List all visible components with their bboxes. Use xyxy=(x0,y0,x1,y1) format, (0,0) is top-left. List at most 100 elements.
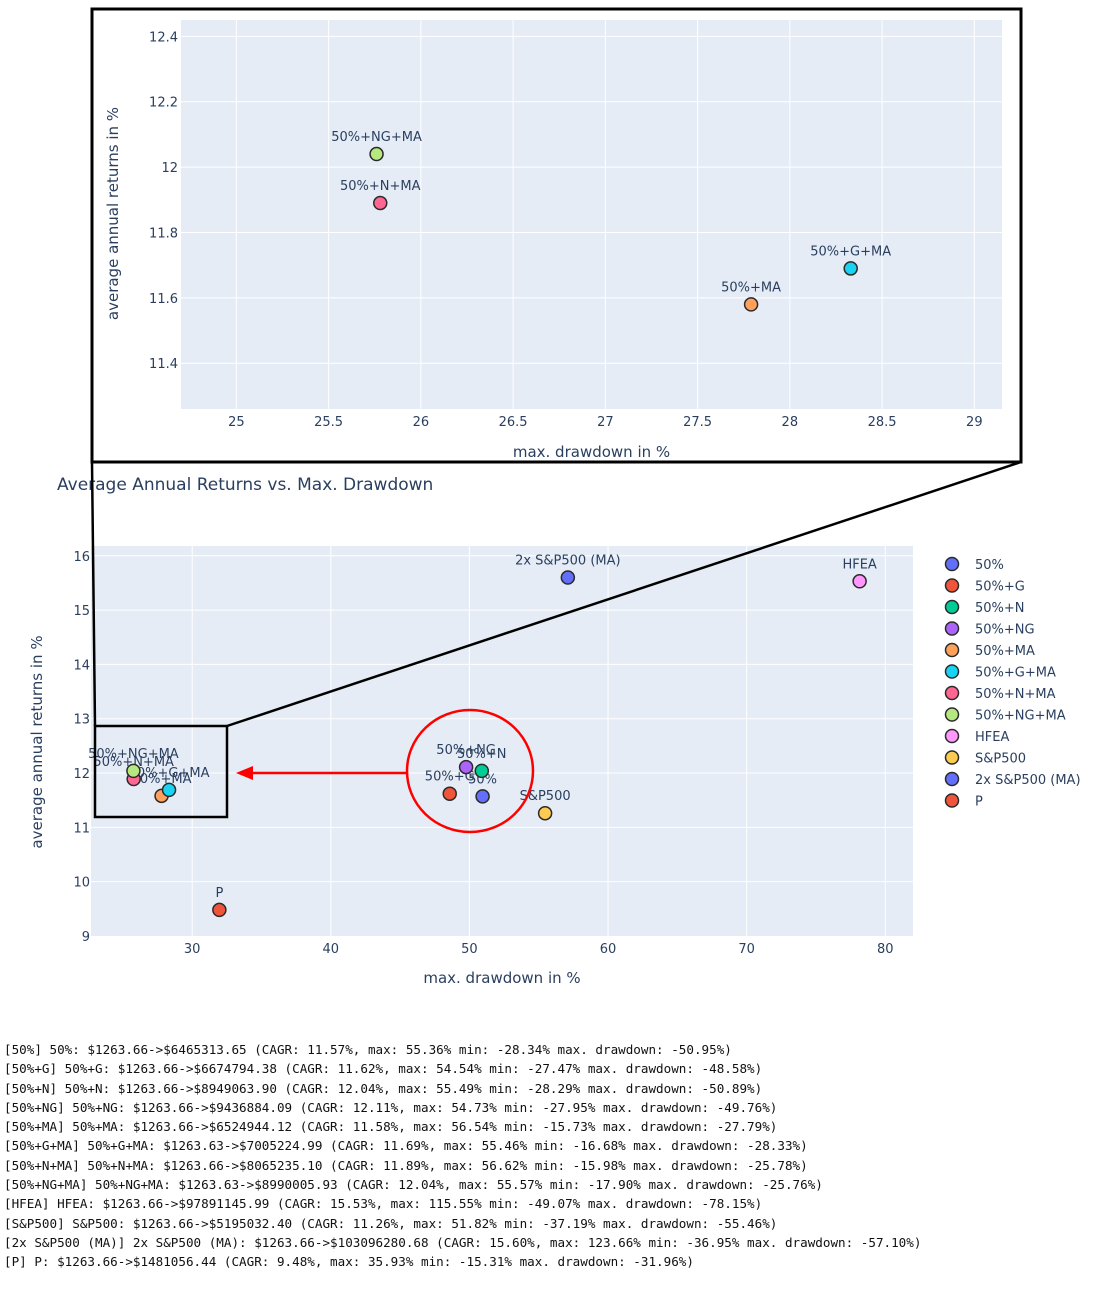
legend-label[interactable]: 50%+N xyxy=(975,601,1025,616)
legend-marker[interactable] xyxy=(944,621,960,636)
legend-marker[interactable] xyxy=(944,728,960,744)
zoom-point xyxy=(743,297,759,312)
legend-marker[interactable] xyxy=(944,793,960,808)
console-line: [S&P500] S&P500: $1263.66->$5195032.40 (… xyxy=(4,1215,778,1231)
zoom-y-tick-label: 11.8 xyxy=(149,226,178,241)
legend-marker[interactable] xyxy=(944,750,960,765)
console-line: [50%+G] 50%+G: $1263.66->$6674794.38 (CA… xyxy=(4,1061,763,1077)
zoom-x-tick-label: 29 xyxy=(966,415,983,430)
zoom-point xyxy=(373,195,388,211)
zoom-region-box xyxy=(93,724,229,819)
main-point-label: 50%+N+MA xyxy=(93,755,174,770)
zoom-x-tick-label: 27.5 xyxy=(683,415,712,430)
chart-canvas: Average Annual Returns vs. Max. Drawdown… xyxy=(28,7,1081,987)
legend-marker[interactable] xyxy=(944,599,960,615)
main-y-tick-label: 13 xyxy=(73,713,90,728)
console-line: [HFEA] HFEA: $1263.66->$97891145.99 (CAG… xyxy=(4,1196,763,1212)
main-point-label: 50% xyxy=(468,772,497,787)
main-chart: 30 40 50 60 70 80 9 10 11 12 13 14 15 16 max. drawdown… xyxy=(28,546,913,987)
zoom-y-tick-label: 12.2 xyxy=(149,96,178,111)
legend-label[interactable]: 50% xyxy=(975,558,1004,573)
legend-label[interactable]: S&P500 xyxy=(975,752,1026,767)
zoom-x-tick-label: 27 xyxy=(597,415,614,430)
console-line: [50%] 50%: $1263.66->$6465313.65 (CAGR: … xyxy=(4,1042,732,1057)
legend-label[interactable]: 50%+NG xyxy=(975,623,1035,638)
legend-label[interactable]: 50%+N+MA xyxy=(975,687,1056,702)
zoom-point xyxy=(843,261,858,276)
console-line: [50%+N+MA] 50%+N+MA: $1263.66->$8065235.… xyxy=(4,1157,808,1173)
console-line: [50%+G+MA] 50%+G+MA: $1263.63->$7005224.… xyxy=(4,1138,808,1154)
legend-marker[interactable] xyxy=(944,664,960,679)
zoom-y-tick-label: 12.4 xyxy=(149,30,178,45)
main-point-label: HFEA xyxy=(842,557,876,572)
legend-marker[interactable] xyxy=(944,707,960,722)
zoom-x-tick-label: 25.5 xyxy=(314,415,343,430)
zoom-y-tick-label: 11.6 xyxy=(149,292,178,307)
main-point xyxy=(161,782,177,798)
main-point-label: 2x S&P500 (MA) xyxy=(515,554,621,569)
legend-label[interactable]: HFEA xyxy=(975,730,1009,745)
main-x-tick-label: 30 xyxy=(184,942,201,957)
legend-marker[interactable] xyxy=(944,771,960,787)
connector-line xyxy=(226,460,1022,728)
chart-title: Average Annual Returns vs. Max. Drawdown xyxy=(57,475,433,495)
connector-line xyxy=(90,461,97,727)
console-line: [50%+NG] 50%+NG: $1263.66->$9436884.09 (… xyxy=(4,1099,778,1115)
legend-label[interactable]: 50%+NG+MA xyxy=(975,709,1066,724)
main-point-label: 50%+MA xyxy=(132,772,192,787)
main-y-tick-label: 15 xyxy=(73,604,90,619)
main-point-label: 50%+G+MA xyxy=(129,766,210,781)
main-x-tick-label: 70 xyxy=(738,942,755,957)
zoom-plot-area xyxy=(181,20,1002,409)
main-plot-area xyxy=(91,546,913,936)
zoom-point-label: 50%+MA xyxy=(721,280,781,295)
legend-marker[interactable] xyxy=(944,642,960,658)
main-x-tick-label: 40 xyxy=(323,942,340,957)
console-line: [50%+MA] 50%+MA: $1263.66->$6524944.12 (… xyxy=(4,1119,778,1135)
arrow-head-icon xyxy=(236,766,253,780)
legend-marker[interactable] xyxy=(944,685,960,701)
main-y-tick-label: 10 xyxy=(73,876,90,891)
main-point xyxy=(560,570,576,585)
zoom-x-tick-label: 26.5 xyxy=(499,415,528,430)
legend-label[interactable]: 2x S&P500 (MA) xyxy=(975,773,1081,788)
main-point xyxy=(475,789,490,804)
legend[interactable]: 50% 50%+G 50%+N 50%+NG 50%+MA 50%+G+MA 50%+N+M… xyxy=(944,556,1081,810)
main-x-tick-label: 60 xyxy=(600,942,617,957)
legend-label[interactable]: 50%+G+MA xyxy=(975,666,1056,681)
zoom-x-tick-label: 25 xyxy=(228,415,245,430)
zoom-point-label: 50%+G+MA xyxy=(810,244,891,259)
main-point xyxy=(126,763,141,779)
main-point xyxy=(474,763,490,779)
main-y-tick-label: 9 xyxy=(82,930,90,945)
main-point xyxy=(537,805,553,821)
zoom-y-tick-label: 12 xyxy=(161,161,178,176)
zoom-x-tick-label: 28 xyxy=(782,415,799,430)
legend-label[interactable]: 50%+G xyxy=(975,580,1025,595)
legend-label[interactable]: P xyxy=(975,795,983,810)
main-point xyxy=(442,786,457,801)
zoom-chart: 25 25.5 26 26.5 27 27.5 28 28.5 29 11.4 11.6 11.8 12… xyxy=(90,7,1023,464)
legend-marker[interactable] xyxy=(944,578,960,593)
zoom-x-tick-label: 28.5 xyxy=(868,415,897,430)
main-y-tick-label: 14 xyxy=(73,658,90,673)
zoom-frame xyxy=(90,7,1023,464)
legend-label[interactable]: 50%+MA xyxy=(975,644,1035,659)
zoom-y-tick-label: 11.4 xyxy=(149,357,178,372)
main-point-label: 50%+G xyxy=(425,770,475,785)
console-line: [2x S&P500 (MA)] 2x S&P500 (MA): $1263.6… xyxy=(4,1234,922,1250)
main-y-tick-label: 16 xyxy=(73,550,90,565)
zoom-x-tick-label: 26 xyxy=(413,415,430,430)
legend-marker[interactable] xyxy=(944,556,960,572)
console-line: [50%+NG+MA] 50%+NG+MA: $1263.63->$899000… xyxy=(4,1177,823,1193)
main-point-label: P xyxy=(215,886,223,901)
main-y-axis-title: average annual returns in % xyxy=(28,635,46,848)
zoom-y-axis-title: average annual returns in % xyxy=(104,107,122,320)
main-point-label: 50%+N xyxy=(457,747,507,762)
highlight-circle xyxy=(405,708,535,834)
main-y-tick-label: 11 xyxy=(73,821,90,836)
console-line: [50%+N] 50%+N: $1263.66->$8949063.90 (CA… xyxy=(4,1080,763,1096)
main-point xyxy=(852,574,867,589)
main-point-label: S&P500 xyxy=(520,789,571,804)
main-point xyxy=(458,759,474,775)
